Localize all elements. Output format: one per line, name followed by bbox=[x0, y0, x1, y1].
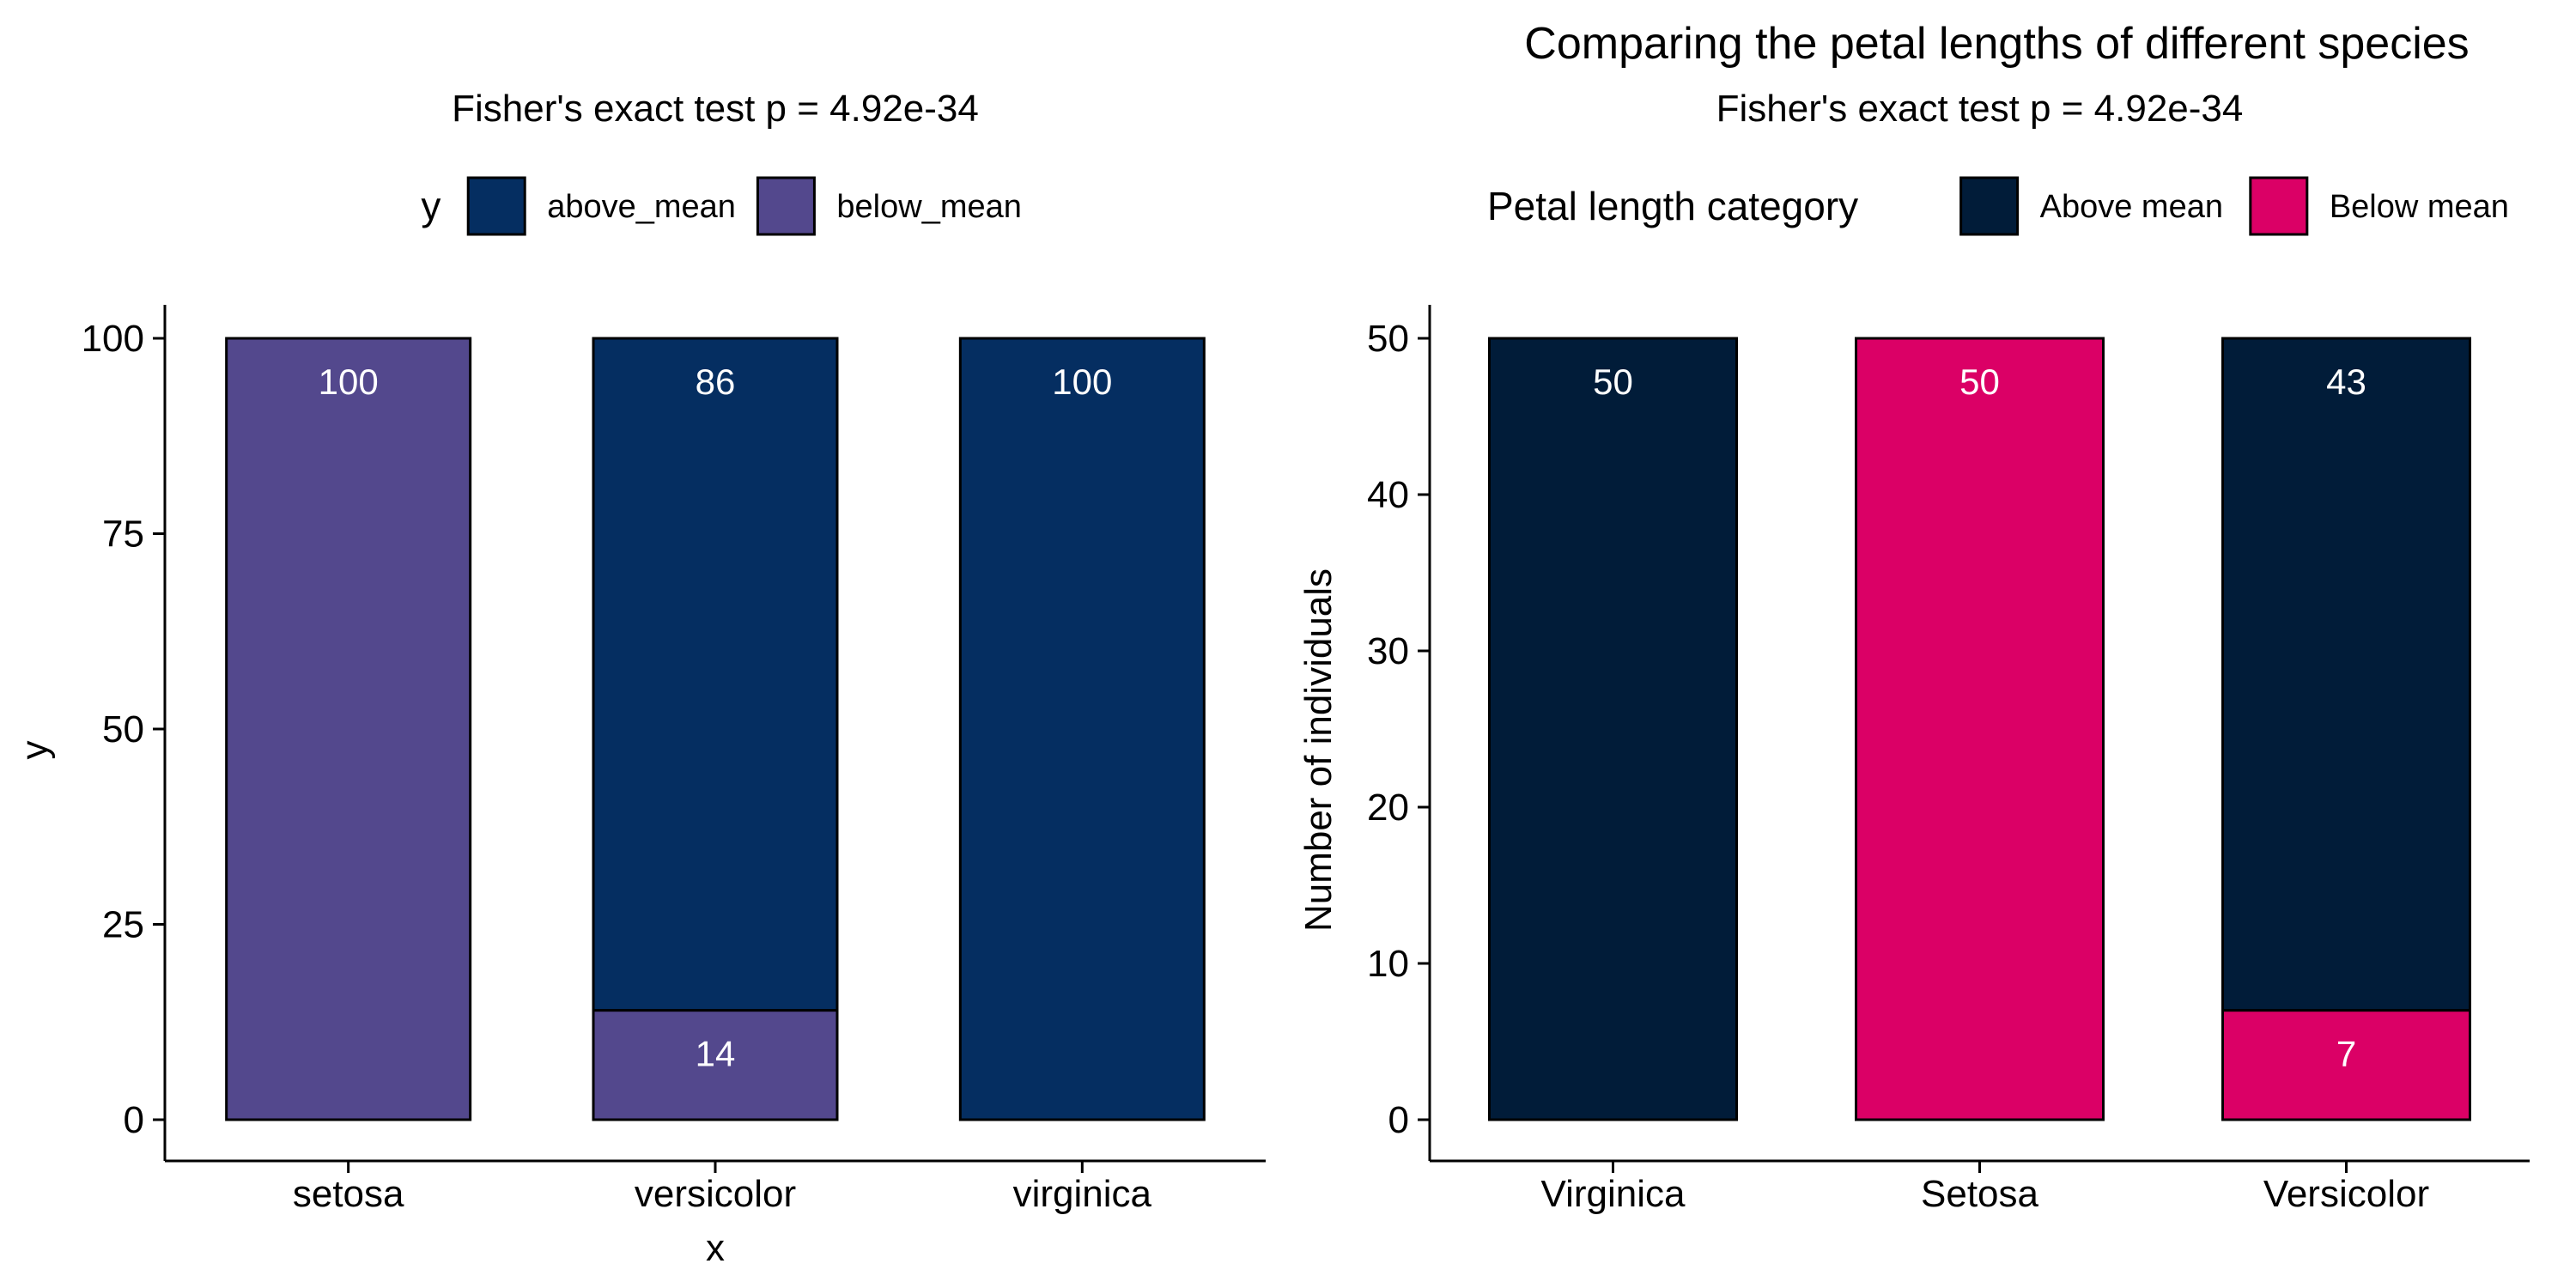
legend-key-below-mean bbox=[2249, 176, 2309, 236]
legend-title: y bbox=[421, 184, 440, 228]
y-axis-label: Number of individuals bbox=[1297, 568, 1340, 932]
bar-data-label: 7 bbox=[2336, 1034, 2356, 1074]
bar-setosa-below-mean bbox=[225, 337, 472, 1121]
legend-key-above-mean bbox=[1959, 176, 2020, 236]
y-tick-label: 75 bbox=[102, 513, 144, 556]
y-tick-label: 100 bbox=[82, 318, 144, 360]
x-axis-label: x bbox=[706, 1227, 725, 1269]
left-chart-panel: Fisher's exact test p = 4.92e-34 y above_m… bbox=[14, 88, 1266, 1269]
legend: Petal length category Above mean Below mea… bbox=[1487, 176, 2509, 236]
x-tick-label: Setosa bbox=[1921, 1173, 2039, 1215]
y-tick-label: 0 bbox=[1388, 1099, 1409, 1141]
bar-data-label: 50 bbox=[1593, 361, 1633, 402]
y-tick-label: 50 bbox=[102, 708, 144, 750]
y-tick-label: 40 bbox=[1367, 474, 1409, 516]
chart-subtitle: Fisher's exact test p = 4.92e-34 bbox=[452, 88, 979, 130]
bar-versicolor-above-mean bbox=[2221, 337, 2471, 1012]
bar-data-label: 50 bbox=[1959, 361, 2000, 402]
right-chart-panel: Comparing the petal lengths of different… bbox=[1297, 19, 2530, 1215]
bar-virginica-above-mean bbox=[1488, 337, 1738, 1121]
bar-setosa-below-mean bbox=[1855, 337, 2105, 1121]
chart-title: Comparing the petal lengths of different… bbox=[1524, 19, 2469, 69]
x-tick-label: virginica bbox=[1013, 1173, 1152, 1215]
bar-virginica-above-mean bbox=[958, 337, 1206, 1121]
bar-data-label: 14 bbox=[696, 1034, 736, 1074]
bar-versicolor-below-mean bbox=[592, 1009, 839, 1121]
x-tick-label: setosa bbox=[293, 1173, 404, 1215]
x-tick-label: Virginica bbox=[1541, 1173, 1686, 1215]
y-tick-label: 0 bbox=[124, 1099, 144, 1141]
bar-data-label: 86 bbox=[696, 361, 736, 402]
legend: y above_mean below_mean bbox=[421, 176, 1022, 236]
y-tick-label: 50 bbox=[1367, 318, 1409, 360]
y-tick-label: 30 bbox=[1367, 630, 1409, 672]
legend-label: below_mean bbox=[836, 189, 1021, 225]
legend-title: Petal length category bbox=[1487, 184, 1858, 228]
bar-data-label: 100 bbox=[1052, 361, 1112, 402]
legend-label: Below mean bbox=[2330, 189, 2509, 225]
y-tick-label: 10 bbox=[1367, 943, 1409, 985]
chart-subtitle: Fisher's exact test p = 4.92e-34 bbox=[1716, 88, 2244, 130]
bar-versicolor-above-mean bbox=[592, 337, 839, 1012]
bar-versicolor-below-mean bbox=[2221, 1009, 2471, 1121]
legend-key-above-mean bbox=[466, 176, 526, 236]
y-axis-label: y bbox=[14, 741, 56, 760]
bar-data-label: 100 bbox=[319, 361, 379, 402]
legend-label: above_mean bbox=[547, 189, 736, 225]
legend-key-below-mean bbox=[756, 176, 816, 236]
bar-data-label: 43 bbox=[2326, 361, 2366, 402]
y-tick-label: 20 bbox=[1367, 787, 1409, 829]
x-tick-label: Versicolor bbox=[2263, 1173, 2429, 1215]
x-tick-label: versicolor bbox=[635, 1173, 796, 1215]
legend-label: Above mean bbox=[2040, 189, 2223, 225]
y-tick-label: 25 bbox=[102, 904, 144, 946]
